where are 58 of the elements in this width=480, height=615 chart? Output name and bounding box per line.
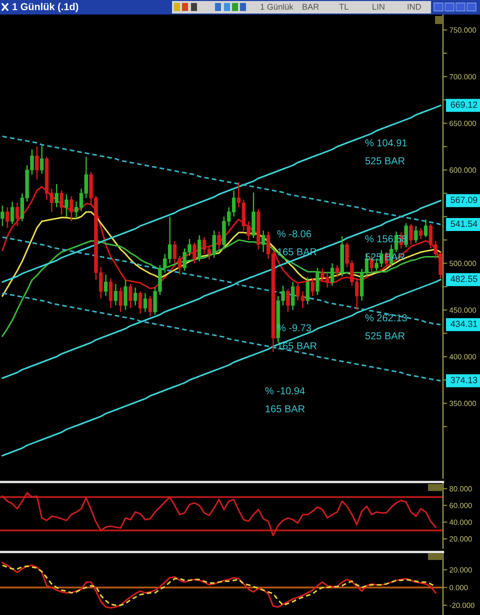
line-series: [2, 136, 442, 226]
candlestick: [6, 206, 10, 228]
candlestick: [118, 286, 122, 312]
text: TL: [339, 4, 348, 10]
candlestick: [414, 225, 418, 244]
text: BAR: [302, 4, 319, 10]
candlestick: [128, 283, 132, 309]
candlestick: [54, 183, 58, 208]
candlestick: [104, 274, 108, 297]
line-series: [2, 104, 442, 283]
line-series: [2, 278, 442, 456]
line-series: [2, 200, 442, 379]
candlestick: [217, 230, 221, 250]
annotation: % 104.91 525 BAR: [365, 139, 407, 164]
data-label: 434.31: [450, 320, 478, 328]
text: 1 Günlük: [260, 4, 294, 10]
candlestick: [212, 230, 216, 258]
candlestick: [143, 292, 148, 312]
candlestick: [35, 146, 39, 180]
candlestick: [0, 204, 4, 227]
candlestick: [252, 192, 256, 239]
candlestick: [306, 276, 310, 305]
data-label: 567.09: [450, 196, 478, 204]
candlestick: [409, 223, 413, 246]
annotation: % 262.13 525 BAR: [365, 314, 407, 340]
candlestick: [330, 262, 334, 286]
candlestick: [192, 242, 196, 264]
candlestick: [10, 201, 14, 225]
data-label: 374.13: [450, 376, 478, 384]
candlestick: [64, 194, 68, 218]
candlestick: [138, 290, 142, 314]
candlestick: [286, 288, 290, 312]
text: IND: [408, 4, 421, 10]
candlestick: [134, 286, 138, 306]
chart-title: 1 Günlük (.1d): [12, 2, 78, 12]
candlestick: [261, 230, 266, 253]
candlestick: [418, 227, 423, 240]
text: LIN: [372, 4, 384, 10]
candlestick: [148, 295, 152, 318]
candlestick: [40, 145, 44, 174]
candlestick: [316, 267, 320, 296]
data-label: 541.54: [450, 220, 478, 227]
line-series: [2, 492, 436, 536]
candlestick: [108, 278, 113, 309]
candlestick: [197, 234, 202, 262]
line-series: [2, 292, 442, 382]
line-series: [2, 211, 442, 297]
candlestick: [124, 279, 128, 311]
data-label: 482.55: [450, 276, 478, 282]
candlestick: [291, 281, 295, 311]
candlestick: [114, 283, 118, 306]
candlestick: [424, 218, 428, 238]
candlestick: [60, 190, 64, 216]
candlestick: [15, 202, 20, 227]
candlestick: [70, 195, 74, 222]
annotation: % -10.94 165 BAR: [265, 387, 305, 412]
candlestick: [335, 264, 340, 278]
data-label: 669.12: [450, 102, 478, 108]
